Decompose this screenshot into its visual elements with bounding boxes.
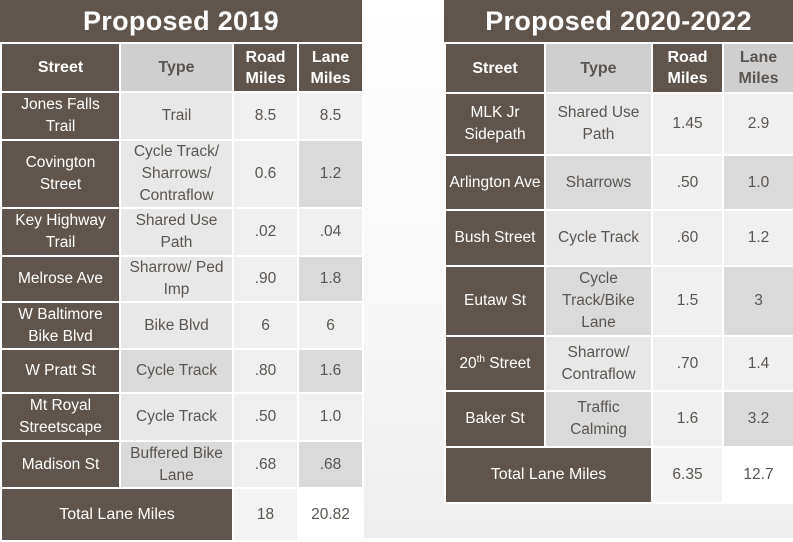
panel-title: Proposed 2019	[0, 0, 362, 42]
type-cell: Cycle Track/Bike Lane	[544, 265, 653, 337]
proposed-2019-panel: Proposed 2019 Street Type Road Miles Lan…	[0, 0, 364, 542]
lane-miles-cell: 1.2	[722, 209, 793, 267]
type-cell: Shared Use Path	[544, 92, 653, 156]
type-cell: Cycle Track	[544, 209, 653, 267]
lane-miles-cell: .68	[297, 440, 364, 489]
lane-miles-cell: 1.6	[297, 348, 364, 394]
road-miles-cell: 1.6	[651, 390, 724, 448]
lane-miles-cell: 6	[297, 301, 364, 350]
table-row: Arlington Ave Sharrows .50 1.0	[444, 154, 793, 211]
header-street: Street	[0, 42, 121, 93]
type-cell: Sharrow/ Contraflow	[544, 335, 653, 392]
street-cell: Eutaw St	[444, 265, 546, 337]
table-row: 20th Street Sharrow/ Contraflow .70 1.4	[444, 335, 793, 392]
table-row: Jones Falls Trail Trail 8.5 8.5	[0, 91, 364, 141]
lane-miles-cell: 1.0	[722, 154, 793, 211]
street-cell: Key Highway Trail	[0, 207, 121, 257]
table-row: W Baltimore Bike Blvd Bike Blvd 6 6	[0, 301, 364, 350]
street-cell: Bush Street	[444, 209, 546, 267]
header-row: Street Type Road Miles Lane Miles	[0, 42, 364, 93]
total-road-miles: 6.35	[651, 446, 724, 504]
lane-miles-cell: 1.8	[297, 255, 364, 303]
total-lane-miles: 20.82	[297, 487, 364, 542]
table-row: MLK Jr Sidepath Shared Use Path 1.45 2.9	[444, 92, 793, 156]
header-lane-miles: Lane Miles	[297, 42, 364, 93]
street-cell: Arlington Ave	[444, 154, 546, 211]
header-street: Street	[444, 42, 546, 94]
street-rest: Street	[484, 354, 531, 372]
total-lane-miles: 12.7	[722, 446, 793, 504]
street-cell: Covington Street	[0, 139, 121, 209]
lane-miles-cell: .04	[297, 207, 364, 257]
table-row: Bush Street Cycle Track .60 1.2	[444, 209, 793, 267]
street-cell: Melrose Ave	[0, 255, 121, 303]
road-miles-cell: .60	[651, 209, 724, 267]
table-row: W Pratt St Cycle Track .80 1.6	[0, 348, 364, 394]
total-road-miles: 18	[232, 487, 299, 542]
type-cell: Bike Blvd	[119, 301, 234, 350]
road-miles-cell: 8.5	[232, 91, 299, 141]
table-row: Mt Royal Streetscape Cycle Track .50 1.0	[0, 392, 364, 442]
road-miles-cell: .02	[232, 207, 299, 257]
header-type: Type	[119, 42, 234, 93]
road-miles-cell: 1.5	[651, 265, 724, 337]
type-cell: Shared Use Path	[119, 207, 234, 257]
lane-miles-cell: 3.2	[722, 390, 793, 448]
road-miles-cell: .50	[232, 392, 299, 442]
total-label: Total Lane Miles	[0, 487, 234, 542]
type-cell: Sharrows	[544, 154, 653, 211]
type-cell: Traffic Calming	[544, 390, 653, 448]
panel-title: Proposed 2020-2022	[444, 0, 793, 42]
proposed-2020-2022-panel: Proposed 2020-2022 Street Type Road Mile…	[444, 0, 793, 504]
street-number: 20	[459, 354, 477, 372]
table-row: Baker St Traffic Calming 1.6 3.2	[444, 390, 793, 448]
table-row: Madison St Buffered Bike Lane .68 .68	[0, 440, 364, 489]
lane-miles-cell: 1.4	[722, 335, 793, 392]
total-label: Total Lane Miles	[444, 446, 653, 504]
type-cell: Cycle Track	[119, 348, 234, 394]
type-cell: Cycle Track	[119, 392, 234, 442]
lane-miles-cell: 1.2	[297, 139, 364, 209]
ordinal-suffix: th	[476, 353, 485, 365]
total-row: Total Lane Miles 18 20.82	[0, 487, 364, 542]
header-type: Type	[544, 42, 653, 94]
road-miles-cell: 1.45	[651, 92, 724, 156]
proposed-2020-2022-table: Street Type Road Miles Lane Miles MLK Jr…	[444, 42, 793, 504]
header-lane-miles: Lane Miles	[722, 42, 793, 94]
lane-miles-cell: 2.9	[722, 92, 793, 156]
street-cell: Madison St	[0, 440, 121, 489]
road-miles-cell: .68	[232, 440, 299, 489]
type-cell: Sharrow/ Ped Imp	[119, 255, 234, 303]
header-road-miles: Road Miles	[651, 42, 724, 94]
road-miles-cell: .50	[651, 154, 724, 211]
street-cell: MLK Jr Sidepath	[444, 92, 546, 156]
street-cell: Baker St	[444, 390, 546, 448]
proposed-2019-table: Street Type Road Miles Lane Miles Jones …	[0, 42, 364, 542]
street-cell: 20th Street	[444, 335, 546, 392]
road-miles-cell: .70	[651, 335, 724, 392]
street-cell: W Pratt St	[0, 348, 121, 394]
street-cell: Mt Royal Streetscape	[0, 392, 121, 442]
street-cell: W Baltimore Bike Blvd	[0, 301, 121, 350]
header-road-miles: Road Miles	[232, 42, 299, 93]
table-row: Covington Street Cycle Track/ Sharrows/ …	[0, 139, 364, 209]
total-row: Total Lane Miles 6.35 12.7	[444, 446, 793, 504]
road-miles-cell: 6	[232, 301, 299, 350]
table-row: Eutaw St Cycle Track/Bike Lane 1.5 3	[444, 265, 793, 337]
street-cell: Jones Falls Trail	[0, 91, 121, 141]
lane-miles-cell: 1.0	[297, 392, 364, 442]
type-cell: Trail	[119, 91, 234, 141]
table-row: Key Highway Trail Shared Use Path .02 .0…	[0, 207, 364, 257]
road-miles-cell: .90	[232, 255, 299, 303]
road-miles-cell: 0.6	[232, 139, 299, 209]
type-cell: Cycle Track/ Sharrows/ Contraflow	[119, 139, 234, 209]
road-miles-cell: .80	[232, 348, 299, 394]
table-row: Melrose Ave Sharrow/ Ped Imp .90 1.8	[0, 255, 364, 303]
lane-miles-cell: 8.5	[297, 91, 364, 141]
header-row: Street Type Road Miles Lane Miles	[444, 42, 793, 94]
type-cell: Buffered Bike Lane	[119, 440, 234, 489]
lane-miles-cell: 3	[722, 265, 793, 337]
